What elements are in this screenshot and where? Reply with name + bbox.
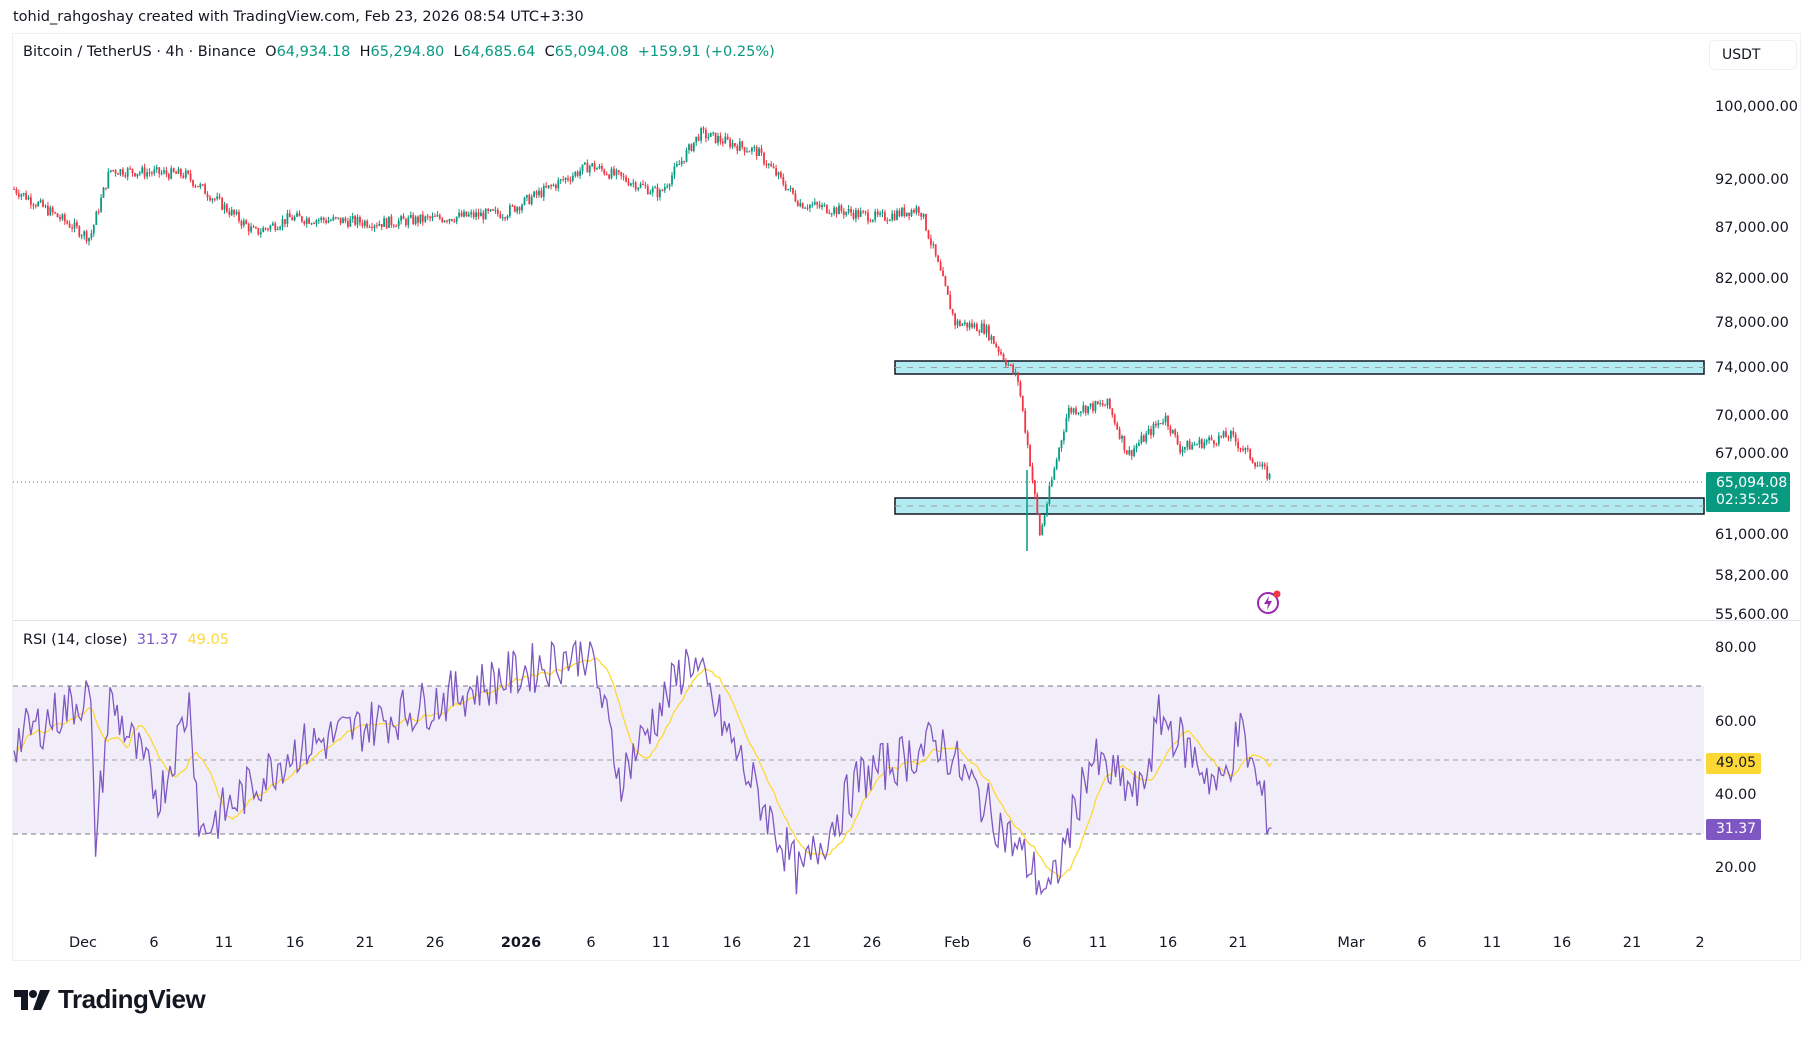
tradingview-logo-icon	[14, 989, 50, 1010]
resistance-zone[interactable]	[894, 360, 1705, 375]
time-axis-label: 26	[425, 935, 445, 951]
tradingview-logo-text: TradingView	[58, 984, 206, 1014]
rsi-axis-label: 40.00	[1715, 787, 1757, 803]
rsi-title[interactable]: RSI (14, close)	[23, 632, 128, 648]
currency-unit-button[interactable]: USDT	[1709, 40, 1797, 70]
time-axis-label: 21	[1228, 935, 1248, 951]
pane-separator[interactable]	[13, 620, 1800, 621]
price-axis-label: 55,600.00	[1715, 607, 1789, 620]
chart-frame	[12, 33, 1801, 961]
time-axis-label: 6	[586, 935, 596, 951]
time-axis-label: 11	[1482, 935, 1502, 951]
close-value: 65,094.08	[554, 44, 629, 60]
price-axis-label: 58,200.00	[1715, 568, 1789, 584]
open-value: 64,934.18	[276, 44, 351, 60]
time-axis-label: 6	[149, 935, 159, 951]
rsi-ma-value: 49.05	[187, 632, 229, 648]
time-axis-label: 21	[792, 935, 812, 951]
last-price-tag: 65,094.08 02:35:25	[1706, 472, 1790, 512]
time-axis-label: 11	[651, 935, 671, 951]
price-axis-label: 61,000.00	[1715, 527, 1789, 543]
time-axis-label: 11	[214, 935, 234, 951]
time-axis-label: 16	[1158, 935, 1178, 951]
time-axis-label: 6	[1417, 935, 1427, 951]
rsi-legend: RSI (14, close) 31.37 49.05	[23, 632, 229, 648]
rsi-axis-label: 80.00	[1715, 640, 1757, 656]
rsi-axis-label: 20.00	[1715, 860, 1757, 876]
time-axis-label: 6	[1022, 935, 1032, 951]
rsi-line	[13, 639, 1272, 896]
tradingview-logo[interactable]: TradingView	[14, 984, 206, 1015]
price-axis-label: 70,000.00	[1715, 408, 1789, 424]
time-axis-label: Dec	[68, 935, 98, 951]
last-price-value: 65,094.08	[1716, 475, 1788, 491]
low-value: 64,685.64	[461, 44, 536, 60]
support-zone[interactable]	[894, 497, 1705, 515]
candlestick-series	[13, 126, 1271, 551]
time-axis-label: 11	[1088, 935, 1108, 951]
rsi-value-tag: 31.37	[1706, 819, 1761, 840]
time-axis-label: 21	[1622, 935, 1642, 951]
price-axis-label: 74,000.00	[1715, 360, 1789, 376]
price-axis-label: 78,000.00	[1715, 315, 1789, 331]
rsi-ma-tag: 49.05	[1706, 753, 1761, 774]
time-axis-label: 16	[285, 935, 305, 951]
rsi-axis-label: 60.00	[1715, 714, 1757, 730]
symbol-legend: Bitcoin / TetherUS · 4h · Binance O64,93…	[23, 44, 775, 60]
price-axis-label: 92,000.00	[1715, 172, 1789, 188]
price-axis-label: 82,000.00	[1715, 271, 1789, 287]
price-axis-label: 100,000.00	[1715, 99, 1799, 115]
time-axis-label: 21	[355, 935, 375, 951]
time-axis-label: Feb	[944, 935, 970, 951]
symbol-title[interactable]: Bitcoin / TetherUS · 4h · Binance	[23, 44, 256, 60]
rsi-value: 31.37	[136, 632, 179, 648]
price-axis-label: 87,000.00	[1715, 220, 1789, 236]
time-axis-label: 16	[722, 935, 742, 951]
change-value: +159.91 (+0.25%)	[637, 44, 775, 60]
time-axis-label: 2026	[500, 935, 542, 951]
time-axis-label: 2	[1695, 935, 1705, 951]
price-axis-label: 67,000.00	[1715, 446, 1789, 462]
high-value: 65,294.80	[370, 44, 445, 60]
bar-countdown: 02:35:25	[1716, 492, 1779, 508]
time-axis-label: Mar	[1337, 935, 1365, 951]
flash-alert-icon[interactable]	[1256, 589, 1282, 615]
time-axis-label: 16	[1552, 935, 1572, 951]
time-axis-label: 26	[862, 935, 882, 951]
chart-credit: tohid_rahgoshay created with TradingView…	[13, 9, 584, 25]
